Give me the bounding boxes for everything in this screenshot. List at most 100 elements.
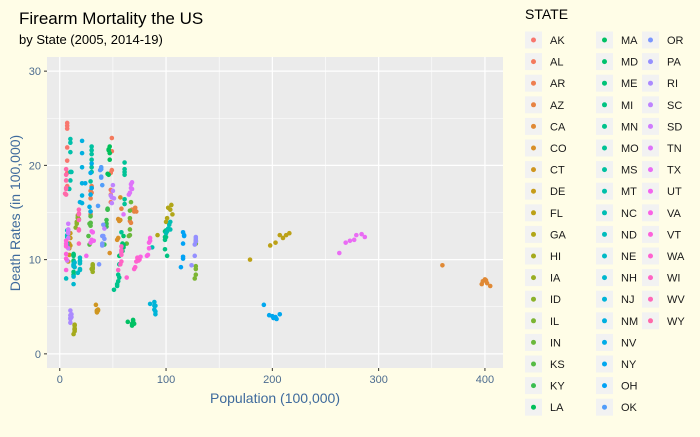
point-mn: [115, 278, 121, 284]
point-wy: [63, 166, 69, 172]
legend-label-vt: VT: [667, 229, 681, 241]
point-ms: [89, 157, 94, 163]
point-co: [118, 217, 123, 223]
point-fl: [273, 240, 278, 245]
point-co: [118, 195, 123, 200]
legend-marker-vt: [648, 231, 653, 237]
point-ma: [131, 321, 137, 327]
legend-label-ca: CA: [550, 121, 566, 133]
point-mt: [68, 178, 73, 183]
point-sc: [110, 188, 116, 194]
point-nv: [88, 192, 93, 197]
point-la: [107, 150, 113, 156]
legend-label-il: IL: [550, 316, 559, 328]
legend-marker-wi: [648, 275, 653, 281]
point-nv: [89, 185, 94, 191]
point-nj: [153, 309, 158, 314]
point-ca: [487, 283, 493, 289]
legend-marker-ne: [602, 253, 607, 259]
point-mo: [122, 201, 127, 207]
point-il: [192, 276, 198, 281]
point-hi: [72, 326, 77, 331]
legend-marker-id: [531, 296, 536, 302]
point-sc: [111, 196, 117, 201]
point-az: [132, 205, 138, 211]
point-mt: [68, 149, 73, 155]
point-ms: [89, 148, 94, 153]
point-in: [127, 208, 133, 213]
legend-marker-nd: [602, 231, 607, 237]
legend-label-de: DE: [550, 186, 565, 198]
point-nj: [153, 303, 158, 309]
point-ms: [89, 164, 94, 170]
legend-marker-la: [531, 404, 536, 410]
point-mo: [122, 160, 127, 165]
point-in: [127, 227, 133, 232]
legend-marker-ms: [602, 167, 607, 173]
point-pa: [192, 253, 198, 259]
point-ut: [84, 253, 89, 259]
y-axis-label: Death Rates (in 100,000): [7, 135, 23, 291]
legend-marker-sd: [648, 123, 653, 129]
point-wv: [76, 228, 82, 233]
point-sc: [109, 200, 115, 206]
point-ri: [68, 320, 73, 326]
point-tx: [347, 238, 353, 244]
point-tn: [129, 180, 135, 185]
legend-label-hi: HI: [550, 251, 561, 263]
legend-label-va: VA: [667, 208, 682, 220]
legend-label-mt: MT: [621, 186, 637, 198]
point-ok: [95, 203, 101, 209]
legend-marker-me: [602, 80, 607, 86]
legend-marker-ar: [531, 80, 536, 86]
legend-marker-mi: [602, 102, 607, 108]
legend-marker-al: [531, 59, 536, 65]
legend-label-ia: IA: [550, 273, 561, 285]
point-ky: [105, 207, 110, 212]
point-or: [102, 236, 107, 242]
point-ok: [98, 175, 104, 180]
point-ar: [88, 196, 93, 201]
legend-marker-wa: [648, 253, 653, 259]
point-ga: [169, 202, 174, 208]
point-nm: [79, 180, 85, 186]
point-ga: [168, 207, 173, 212]
legend-label-ne: NE: [621, 251, 636, 263]
point-ak: [64, 145, 70, 150]
legend-label-az: AZ: [550, 100, 564, 112]
point-wv: [76, 241, 82, 246]
legend-label-ut: UT: [667, 186, 682, 198]
point-ct: [95, 307, 101, 312]
axes: 0 100 200 300 400 0 10 20 30: [29, 66, 494, 386]
point-in: [127, 215, 133, 221]
point-vt: [63, 244, 69, 249]
point-va: [145, 252, 151, 258]
point-pa: [193, 236, 199, 242]
legend-items: AK AL AR AZ CA CO CT DE FL GA HI IA ID IL IN KS KY LA MA MD…: [525, 31, 685, 416]
legend-label-pa: PA: [667, 57, 682, 69]
chart-title: Firearm Mortality the US: [19, 9, 203, 28]
legend-label-wv: WV: [667, 294, 685, 306]
point-co: [115, 235, 121, 241]
point-az: [133, 209, 139, 214]
point-ms: [89, 151, 94, 157]
legend-marker-ny: [602, 361, 607, 367]
point-mo: [119, 229, 124, 235]
legend-label-sd: SD: [667, 121, 682, 133]
legend-label-ny: NY: [621, 359, 637, 371]
legend: STATE AK AL AR AZ CA CO CT DE FL GA HI IA ID IL IN KS KY…: [510, 0, 700, 432]
point-ca: [484, 280, 490, 286]
point-ga: [170, 212, 175, 217]
legend-label-nj: NJ: [621, 294, 634, 306]
point-fl: [277, 232, 283, 238]
point-ms: [89, 144, 94, 149]
legend-label-nc: NC: [621, 208, 637, 220]
point-ut: [90, 229, 96, 235]
point-sd: [65, 227, 71, 232]
legend-label-nm: NM: [621, 316, 638, 328]
legend-marker-pa: [648, 59, 653, 65]
point-ga: [164, 215, 170, 221]
point-nv: [87, 204, 92, 210]
y-tick-label: 30: [29, 66, 41, 78]
